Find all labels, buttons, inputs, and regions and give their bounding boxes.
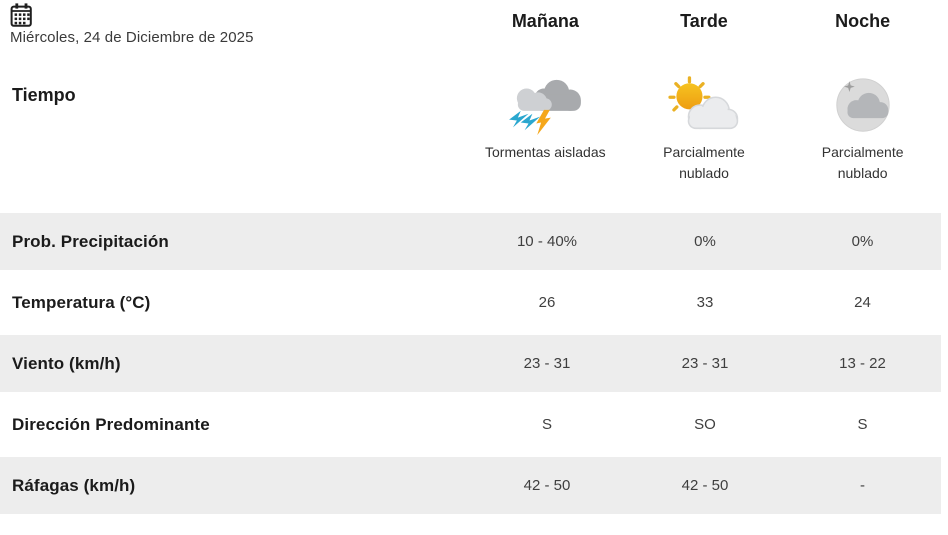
weather-conditions-row: Tormentas aisladas bbox=[466, 74, 942, 184]
row-value-noche: S bbox=[857, 416, 868, 433]
condition-cell-tarde: Parcialmente nublado bbox=[625, 74, 784, 184]
table-row-temperature: Temperatura (°C) 26 33 24 bbox=[0, 274, 941, 331]
row-value-manana: 10 - 40% bbox=[516, 233, 578, 250]
condition-cell-manana: Tormentas aisladas bbox=[466, 74, 625, 184]
row-value-noche: 13 - 22 bbox=[839, 355, 886, 372]
row-value-noche: 24 bbox=[854, 294, 871, 311]
row-value-tarde: 0% bbox=[694, 233, 716, 250]
calendar-icon bbox=[10, 3, 32, 27]
condition-cell-noche: Parcialmente nublado bbox=[783, 74, 942, 184]
date-label: Miércoles, 24 de Diciembre de 2025 bbox=[10, 29, 254, 46]
sun-behind-cloud-icon bbox=[668, 76, 739, 130]
column-header-tarde: Tarde bbox=[680, 11, 728, 31]
row-value-tarde: 33 bbox=[696, 294, 714, 311]
row-label: Viento (km/h) bbox=[12, 353, 121, 373]
table-row-wind: Viento (km/h) 23 - 31 23 - 31 13 - 22 bbox=[0, 335, 941, 392]
date-block: Miércoles, 24 de Diciembre de 2025 bbox=[10, 3, 254, 46]
row-value-manana: 42 - 50 bbox=[523, 477, 571, 494]
row-value-manana: 26 bbox=[538, 294, 556, 311]
row-value-noche: - bbox=[860, 477, 865, 494]
forecast-table: Prob. Precipitación 10 - 40% 0% 0% Tempe… bbox=[0, 213, 941, 518]
column-headers: Mañana Tarde Noche bbox=[466, 11, 942, 32]
row-label: Dirección Predominante bbox=[12, 414, 210, 434]
row-value-tarde: 23 - 31 bbox=[681, 355, 729, 372]
moon-behind-cloud-icon bbox=[835, 78, 890, 132]
condition-label: Tormentas aisladas bbox=[485, 144, 606, 160]
row-label: Temperatura (°C) bbox=[12, 292, 151, 312]
column-header-manana: Mañana bbox=[511, 11, 579, 31]
condition-label: Parcialmente nublado bbox=[821, 144, 904, 181]
table-row-wind-direction: Dirección Predominante S SO S bbox=[0, 396, 941, 453]
storm-cloud-lightning-icon bbox=[509, 79, 582, 136]
row-value-manana: S bbox=[541, 416, 552, 433]
condition-label: Parcialmente nublado bbox=[663, 144, 745, 181]
table-row-gusts: Ráfagas (km/h) 42 - 50 42 - 50 - bbox=[0, 457, 941, 514]
column-header-noche: Noche bbox=[835, 11, 891, 31]
row-label: Prob. Precipitación bbox=[12, 231, 169, 251]
row-value-tarde: SO bbox=[694, 416, 716, 433]
row-label: Ráfagas (km/h) bbox=[12, 475, 136, 495]
weather-row-label: Tiempo bbox=[12, 85, 76, 105]
row-value-tarde: 42 - 50 bbox=[681, 477, 729, 494]
row-value-manana: 23 - 31 bbox=[523, 355, 571, 372]
table-row-precipitation: Prob. Precipitación 10 - 40% 0% 0% bbox=[0, 213, 941, 270]
row-value-noche: 0% bbox=[851, 233, 874, 250]
